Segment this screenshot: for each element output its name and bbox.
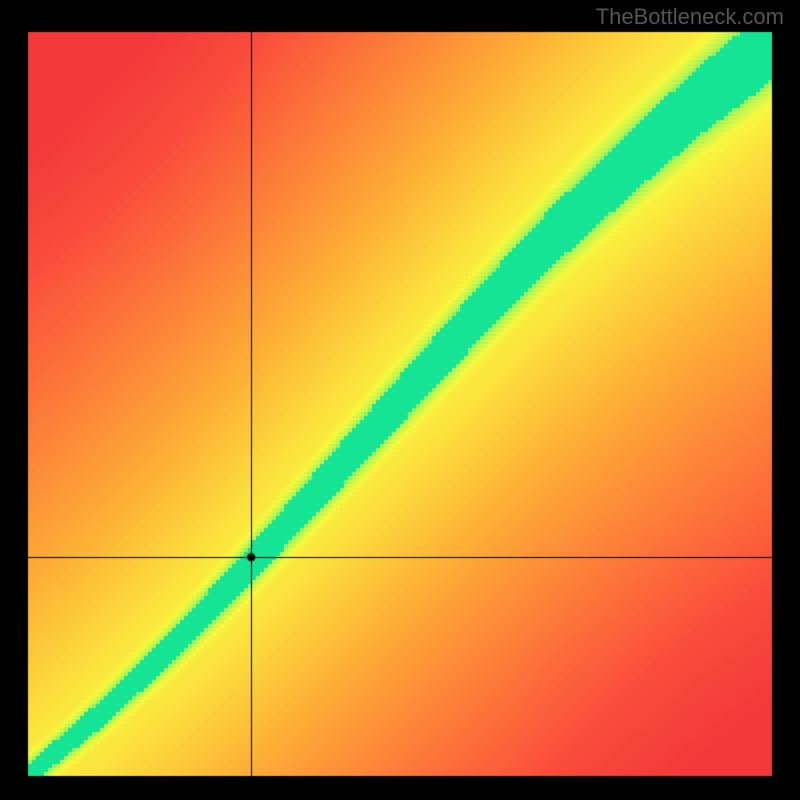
- bottleneck-heatmap: [0, 0, 800, 800]
- chart-container: TheBottleneck.com: [0, 0, 800, 800]
- watermark-text: TheBottleneck.com: [596, 4, 784, 30]
